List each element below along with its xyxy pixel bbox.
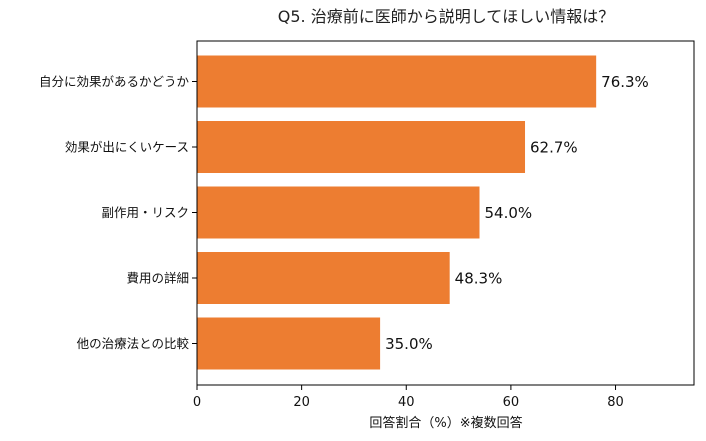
value-label: 54.0% — [485, 204, 533, 222]
category-label: 費用の詳細 — [126, 271, 189, 286]
value-label: 62.7% — [530, 139, 578, 157]
x-tick-label: 0 — [193, 395, 201, 410]
category-labels: 自分に効果があるかどうか効果が出にくいケース副作用・リスク費用の詳細他の治療法と… — [39, 74, 197, 351]
x-tick-label: 20 — [293, 395, 310, 410]
bar — [197, 121, 526, 173]
category-label: 他の治療法との比較 — [77, 336, 190, 351]
plot-frame — [196, 40, 695, 386]
chart-title: Q5. 治療前に医師から説明してほしい情報は？ — [278, 7, 614, 26]
x-axis-label: 回答割合（%）※複数回答 — [369, 415, 522, 431]
bar — [197, 252, 450, 304]
bar — [197, 186, 480, 239]
category-label: 効果が出にくいケース — [65, 140, 189, 155]
x-tick-label: 80 — [607, 395, 624, 410]
bar — [197, 55, 597, 108]
value-label: 48.3% — [455, 270, 503, 288]
bars-group — [197, 55, 597, 370]
x-tick-label: 40 — [398, 395, 415, 410]
x-axis: 0 20 40 60 80 — [193, 385, 624, 410]
value-label: 76.3% — [601, 73, 649, 91]
category-label: 副作用・リスク — [101, 205, 189, 220]
x-tick-label: 60 — [503, 395, 520, 410]
value-labels: 76.3% 62.7% 54.0% 48.3% 35.0% — [385, 73, 649, 353]
value-label: 35.0% — [385, 335, 433, 353]
bar — [197, 317, 381, 370]
category-label: 自分に効果があるかどうか — [39, 74, 190, 89]
